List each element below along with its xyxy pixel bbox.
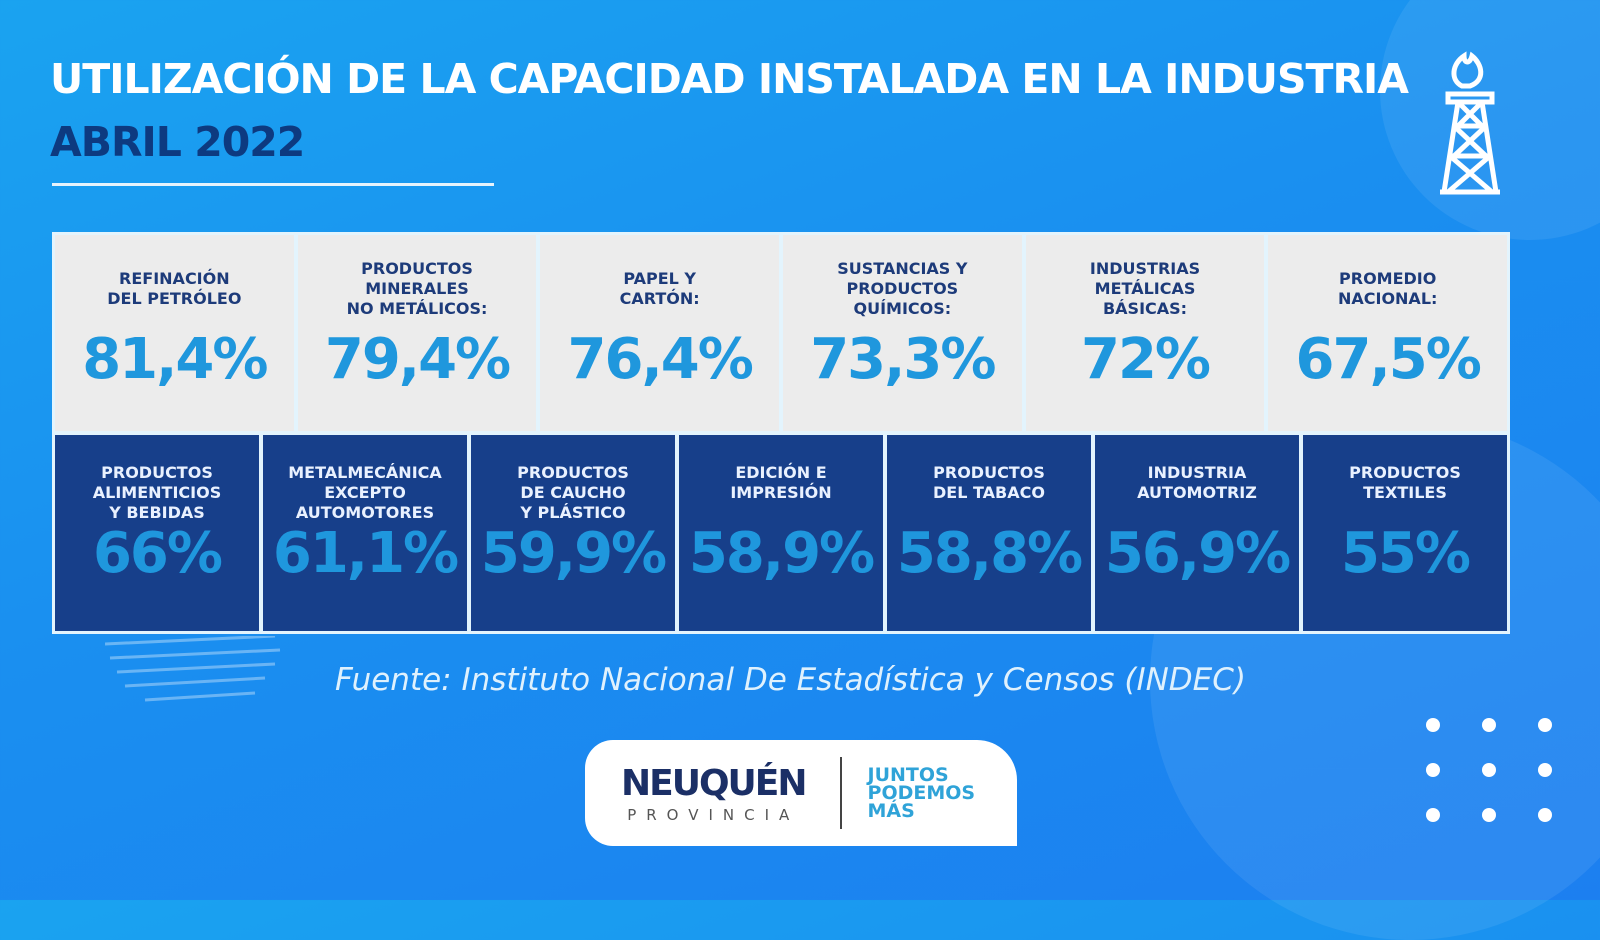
dot: [1426, 718, 1440, 732]
cell-label: PRODUCTOS TEXTILES: [1349, 463, 1461, 502]
cell-label: PRODUCTOS DEL TABACO: [933, 463, 1045, 502]
table-cell: PRODUCTOS TEXTILES 55%: [1303, 435, 1507, 631]
cell-value: 55%: [1340, 521, 1471, 586]
table-cell: INDUSTRIA AUTOMOTRIZ 56,9%: [1095, 435, 1299, 631]
cell-label: INDUSTRIAS METÁLICAS BÁSICAS:: [1089, 259, 1201, 318]
dot: [1538, 763, 1552, 777]
logo-wordmark: NEUQUÉN PROVINCIA: [621, 762, 808, 824]
cell-value: 58,8%: [896, 521, 1083, 586]
table-cell: SUSTANCIAS Y PRODUCTOS QUÍMICOS: 73,3%: [783, 235, 1022, 431]
page-subtitle: ABRIL 2022: [50, 118, 305, 166]
table-cell: PRODUCTOS DEL TABACO 58,8%: [887, 435, 1091, 631]
decorative-lines: [105, 636, 281, 702]
logo-divider: [839, 757, 842, 829]
logo-sub: PROVINCIA: [627, 805, 800, 824]
bottom-row: PRODUCTOS ALIMENTICIOS Y BEBIDAS 66% META…: [55, 435, 1507, 631]
cell-value: 76,4%: [567, 327, 754, 392]
cell-label: INDUSTRIA AUTOMOTRIZ: [1137, 463, 1257, 502]
oil-rig-flame-icon: [1440, 51, 1500, 195]
neuquen-logo: NEUQUÉN PROVINCIA JUNTOS PODEMOS MÁS: [585, 740, 1017, 846]
cell-value: 79,4%: [324, 327, 511, 392]
cell-value: 81,4%: [82, 327, 268, 392]
top-row: REFINACIÓN DEL PETRÓLEO 81,4% PRODUCTOS M…: [55, 235, 1508, 431]
title-underline: [52, 183, 494, 186]
cell-value: 59,9%: [480, 521, 667, 586]
cell-value: 56,9%: [1104, 521, 1291, 586]
dot: [1426, 808, 1440, 822]
cell-value: 72%: [1081, 327, 1211, 392]
cell-value: 61,1%: [272, 521, 459, 586]
cell-label: PRODUCTOS MINERALES NO METÁLICOS:: [346, 259, 488, 318]
table-cell: PAPEL Y CARTÓN: 76,4%: [540, 235, 780, 431]
logo-name: NEUQUÉN: [621, 762, 808, 804]
table-cell: PRODUCTOS DE CAUCHO Y PLÁSTICO 59,9%: [471, 435, 675, 631]
dot: [1482, 808, 1496, 822]
cell-label: PAPEL Y CARTÓN:: [619, 269, 700, 308]
cell-label: PRODUCTOS ALIMENTICIOS Y BEBIDAS: [92, 463, 222, 522]
cell-value: 66%: [92, 521, 223, 586]
page-title: UTILIZACIÓN DE LA CAPACIDAD INSTALADA EN…: [50, 55, 1409, 103]
cell-label: SUSTANCIAS Y PRODUCTOS QUÍMICOS:: [837, 259, 968, 318]
dot: [1426, 763, 1440, 777]
cell-label: METALMECÁNICA EXCEPTO AUTOMOTORES: [288, 463, 442, 522]
cell-value: 67,5%: [1295, 327, 1482, 392]
dot: [1538, 808, 1552, 822]
table-cell: PRODUCTOS MINERALES NO METÁLICOS: 79,4%: [297, 235, 537, 431]
capacity-table: REFINACIÓN DEL PETRÓLEO 81,4% PRODUCTOS M…: [52, 232, 1510, 634]
cell-label: PROMEDIO NACIONAL:: [1337, 269, 1438, 308]
table-cell: EDICIÓN E IMPRESIÓN 58,9%: [679, 435, 883, 631]
table-cell: METALMECÁNICA EXCEPTO AUTOMOTORES 61,1%: [263, 435, 467, 631]
cell-value: 73,3%: [810, 327, 996, 392]
cell-value: 58,9%: [688, 521, 875, 586]
table-cell: INDUSTRIAS METÁLICAS BÁSICAS: 72%: [1025, 235, 1265, 431]
cell-label: REFINACIÓN DEL PETRÓLEO: [107, 269, 242, 308]
source-note: Fuente: Instituto Nacional De Estadístic…: [335, 662, 1246, 698]
dot: [1538, 718, 1552, 732]
dot: [1482, 763, 1496, 777]
table-cell: PROMEDIO NACIONAL: 67,5%: [1268, 235, 1508, 431]
dot: [1482, 718, 1496, 732]
table-cell: PRODUCTOS ALIMENTICIOS Y BEBIDAS 66%: [55, 435, 259, 631]
logo-slogan: JUNTOS PODEMOS MÁS: [867, 764, 976, 822]
cell-label: EDICIÓN E IMPRESIÓN: [730, 463, 832, 502]
decorative-dots: [1426, 718, 1594, 822]
cell-label: PRODUCTOS DE CAUCHO Y PLÁSTICO: [517, 463, 629, 522]
table-cell: REFINACIÓN DEL PETRÓLEO 81,4%: [55, 235, 294, 431]
